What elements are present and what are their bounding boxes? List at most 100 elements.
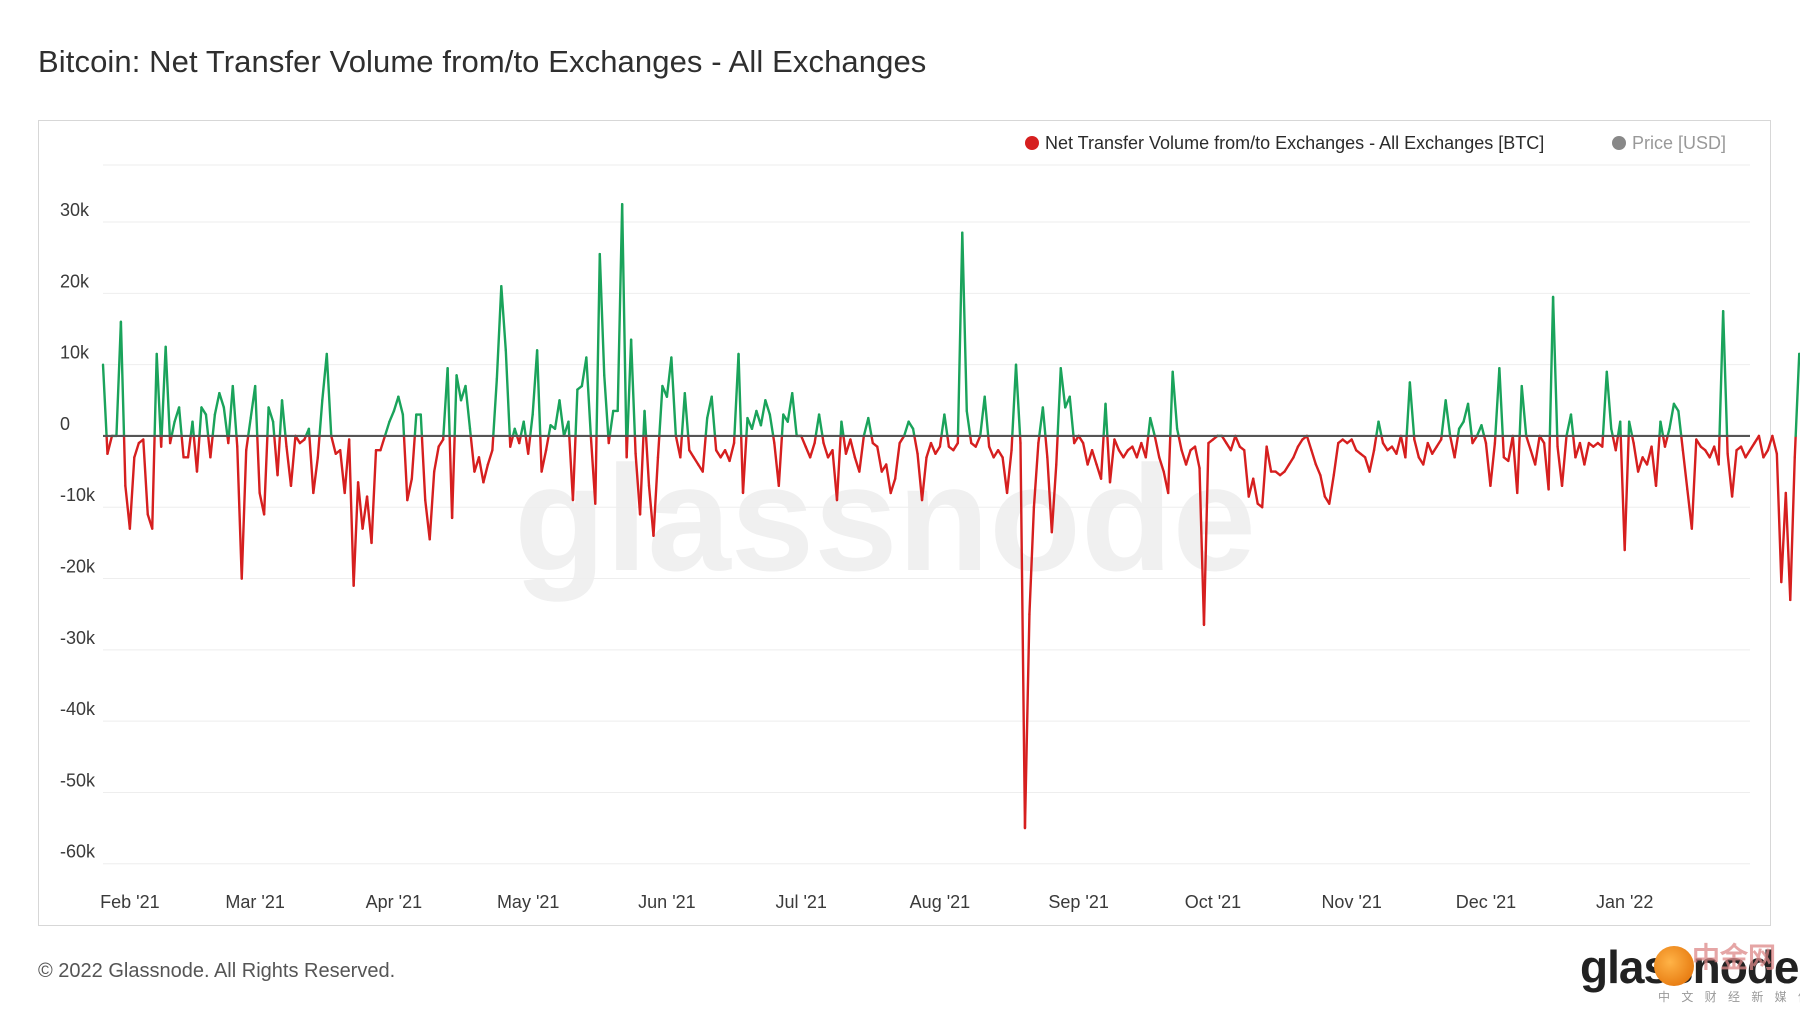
series-segment	[1352, 440, 1356, 451]
series-segment	[237, 447, 241, 579]
series-segment	[257, 436, 259, 493]
series-segment	[1267, 447, 1271, 472]
series-segment	[404, 436, 407, 500]
y-tick-label: -10k	[60, 485, 96, 505]
series-segment	[940, 436, 941, 447]
y-tick-label: -40k	[60, 699, 96, 719]
series-segment	[1410, 382, 1414, 435]
series-segment	[1790, 457, 1794, 600]
y-tick-label: 10k	[60, 343, 90, 363]
series-segment	[645, 411, 646, 436]
series-segment	[340, 450, 344, 493]
series-segment	[215, 393, 219, 414]
series-segment	[278, 436, 280, 475]
series-segment	[421, 415, 422, 436]
series-segment	[291, 436, 295, 486]
series-segment	[1795, 436, 1796, 457]
series-segment	[706, 418, 707, 436]
series-segment	[962, 233, 966, 411]
series-segment	[1262, 447, 1266, 508]
series-segment	[267, 407, 268, 436]
legend[interactable]: Net Transfer Volume from/to Exchanges - …	[1025, 133, 1726, 153]
legend-label-price[interactable]: Price [USD]	[1632, 133, 1726, 153]
series-segment	[134, 443, 138, 457]
series-segment	[782, 415, 783, 436]
series-segment	[349, 440, 353, 586]
series-segment	[1499, 368, 1502, 436]
series-segment	[1320, 475, 1324, 496]
series-segment	[1763, 450, 1767, 457]
legend-dot-price[interactable]	[1612, 136, 1626, 150]
series-segment	[604, 375, 608, 436]
series-segment	[1285, 464, 1289, 471]
series-segment	[770, 415, 773, 436]
series-segment	[1106, 404, 1108, 436]
series-segment	[372, 450, 376, 543]
series-segment	[206, 415, 208, 436]
series-segment	[1669, 404, 1673, 429]
series-segment	[448, 368, 450, 436]
series-segment	[1692, 440, 1696, 529]
series-segment	[273, 422, 274, 436]
series-segment	[1584, 443, 1588, 464]
series-segment	[1678, 411, 1681, 436]
series-segment	[488, 450, 492, 464]
watermark-text: glassnode	[514, 434, 1256, 602]
y-tick-label: 0	[60, 414, 70, 434]
series-segment	[121, 322, 124, 436]
series-segment	[586, 358, 590, 436]
series-segment	[1423, 443, 1427, 464]
legend-label-net-transfer[interactable]: Net Transfer Volume from/to Exchanges - …	[1045, 133, 1544, 153]
series-segment	[471, 436, 475, 472]
series-segment	[1043, 407, 1046, 436]
series-segment	[1746, 450, 1750, 457]
series-segment	[595, 436, 596, 504]
y-tick-label: -50k	[60, 770, 96, 790]
y-tick-label: -60k	[60, 842, 96, 862]
x-tick-label: May '21	[497, 892, 559, 912]
x-tick-label: Jan '22	[1596, 892, 1653, 912]
series-segment	[318, 436, 320, 457]
x-axis-ticks: Feb '21 Mar '21 Apr '21 May '21 Jun '21 Jul '…	[100, 892, 1653, 912]
series-segment	[1316, 464, 1320, 475]
x-tick-label: Mar '21	[225, 892, 284, 912]
series-segment	[1414, 440, 1418, 458]
series-segment	[909, 422, 913, 429]
series-segment	[236, 436, 237, 447]
series-segment	[819, 415, 822, 436]
series-segment	[210, 436, 212, 457]
y-tick-label: -20k	[60, 557, 96, 577]
series-segment	[354, 482, 358, 585]
series-segment	[947, 436, 948, 447]
series-segment	[1070, 397, 1074, 436]
legend-dot-net-transfer[interactable]	[1025, 136, 1039, 150]
y-tick-label: 30k	[60, 200, 90, 220]
x-tick-label: Jul '21	[775, 892, 826, 912]
series-segment	[1370, 450, 1374, 471]
series-segment	[224, 407, 228, 436]
series-segment	[1374, 436, 1376, 450]
series-segment	[1616, 436, 1618, 450]
series-segment	[1660, 422, 1663, 436]
series-segment	[179, 407, 182, 436]
series-segment	[967, 411, 970, 436]
series-segment	[1603, 372, 1607, 436]
series-segment	[282, 400, 285, 436]
series-segment	[439, 440, 443, 447]
series-segment	[492, 436, 493, 450]
series-segment	[152, 436, 154, 529]
y-tick-label: 20k	[60, 271, 90, 291]
series-segment	[1405, 436, 1406, 457]
cngold-badge-subtext: 中 文 财 经 新 媒 体	[1658, 988, 1800, 1005]
series-segment	[1573, 436, 1575, 457]
series-segment	[1607, 372, 1611, 429]
series-segment	[576, 390, 578, 436]
series-segment	[242, 450, 246, 578]
series-segment	[530, 415, 532, 436]
x-tick-label: Jun '21	[638, 892, 695, 912]
series-segment	[1058, 368, 1061, 436]
series-segment	[1307, 436, 1311, 450]
series-segment	[398, 397, 402, 415]
series-segment	[1772, 436, 1776, 454]
x-tick-label: Feb '21	[100, 892, 159, 912]
